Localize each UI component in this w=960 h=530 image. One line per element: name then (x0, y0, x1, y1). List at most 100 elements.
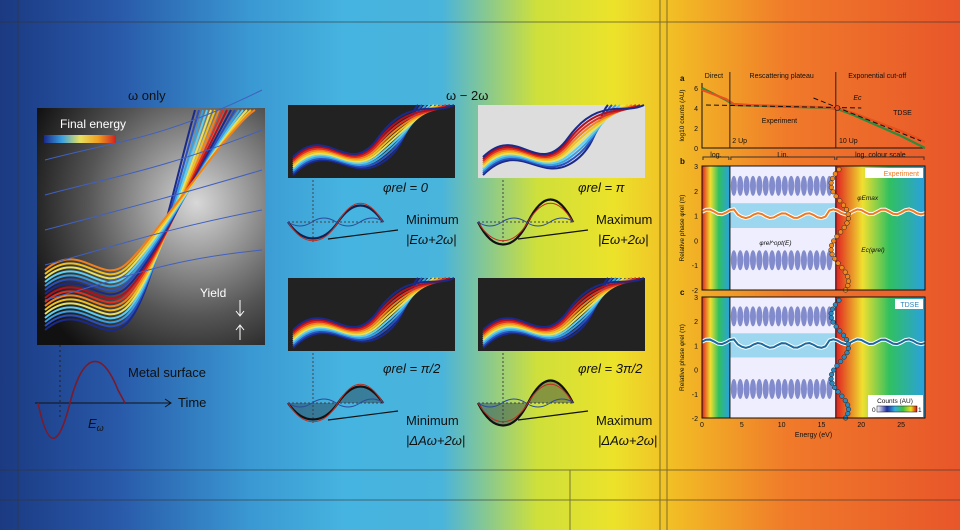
heatmap-blob (807, 306, 814, 327)
cutoff-marker (830, 319, 836, 325)
x-tick-label: 20 (857, 422, 865, 429)
omega-field-wave (477, 202, 574, 242)
cutoff-marker (836, 297, 842, 303)
two-omega-wave (287, 398, 385, 408)
phase-panel: φrel = π/2 Minimum |ΔAω+2ω| (287, 277, 465, 448)
heatmap-blob (730, 250, 737, 271)
colorbar-max: 1 (918, 407, 922, 414)
extreme-label: Maximum (596, 413, 652, 428)
y-tick-label: 3 (694, 164, 698, 171)
colorbar (876, 405, 918, 413)
optimal-phase-line (701, 338, 926, 349)
x-axis-label: Energy (eV) (795, 432, 832, 439)
phase-panels: φrel = 0 Minimum |Eω+2ω| φrel = π Maximum |Eω… (287, 104, 657, 448)
cutoff-marker (833, 323, 839, 330)
trajectory-line (482, 277, 637, 335)
cutoff-marker (840, 332, 847, 338)
field-wave (37, 360, 126, 439)
heatmap-log-region (702, 297, 730, 418)
cutoff-marker (828, 180, 834, 186)
left-title: ω only (128, 88, 166, 103)
y-tick-label: -1 (692, 263, 698, 270)
cutoff-fit (813, 97, 922, 142)
trajectory-line (482, 104, 641, 160)
cutoff-marker (845, 406, 852, 412)
y-tick-label: 6 (694, 86, 698, 93)
annotation: TDSE (893, 110, 912, 117)
metal-surface-label: Metal surface (128, 365, 206, 380)
trajectory-line (482, 104, 637, 162)
cutoff-marker (843, 337, 850, 343)
heatmap-blob (813, 175, 820, 196)
heatmap-blob (749, 250, 756, 271)
heatmap-blob (781, 250, 788, 271)
cutoff-marker (828, 247, 834, 253)
cutoff-marker (833, 193, 839, 199)
x-tick-label: 0 (700, 422, 704, 429)
cutoff-marker (835, 260, 841, 266)
heatmap-blob (749, 175, 756, 196)
cutoff-marker (845, 345, 851, 351)
heatmap-blob (769, 250, 776, 271)
plot-frame (701, 165, 926, 291)
time-axis (35, 398, 172, 408)
annotation: Ec(φrel) (861, 247, 884, 254)
trajectory-line (44, 109, 196, 332)
cutoff-marker (835, 389, 841, 395)
trajectory-line (44, 109, 200, 328)
two-omega-wave (287, 217, 385, 227)
cutoff-marker (837, 328, 843, 334)
trajectory-line (44, 129, 263, 196)
region-marker: 10 Up (839, 138, 858, 145)
two-omega-wave (477, 217, 575, 227)
heatmap-blob (820, 250, 827, 271)
phase-label: φrel = π (578, 180, 625, 195)
trajectory-line (292, 277, 447, 335)
y-tick-label: 0 (694, 368, 698, 375)
heatmap-blob (788, 250, 795, 271)
scale-label: log. (710, 152, 721, 159)
phase-panel: φrel = π Maximum |Eω+2ω| (477, 104, 652, 247)
heatmap-blob (737, 306, 744, 327)
optimal-phase-line (701, 208, 926, 220)
panel-letter: a (680, 74, 685, 83)
heatmap-blob (762, 250, 769, 271)
y-tick-label: -2 (692, 416, 698, 423)
y-axis-label: log10 counts (AU) (679, 89, 686, 141)
heatmap-log-region (835, 166, 925, 290)
quantity-label: |ΔAω+2ω| (406, 433, 465, 448)
chart-panel-b: b -2 -1 0 1 2 3 Relative phase φrel (π) Experime… (679, 157, 926, 295)
axes (701, 83, 925, 149)
heatmap-blob (762, 306, 769, 327)
heatmap-blob (737, 250, 744, 271)
y-tick-label: 2 (694, 126, 698, 133)
cutoff-marker (843, 207, 850, 213)
annotation: φrel^opt(E) (759, 240, 791, 247)
phase-label: φrel = π/2 (383, 361, 441, 376)
heatmap-blob (813, 250, 820, 271)
cutoff-marker (829, 251, 835, 257)
cutoff-marker (829, 242, 835, 248)
dataset-badge (865, 168, 923, 178)
heatmap-blob (781, 175, 788, 196)
y-tick-label: 1 (694, 343, 698, 350)
heatmap-blob (820, 175, 827, 196)
cutoff-marker (845, 216, 851, 222)
cutoff-marker (839, 265, 845, 271)
extreme-label: Minimum (406, 212, 459, 227)
cutoff-marker (845, 274, 851, 280)
trajectory-line (482, 277, 641, 333)
heatmap-blob (794, 250, 801, 271)
cutoff-marker (842, 269, 848, 275)
cutoff-marker (832, 256, 838, 262)
trajectory-line (482, 104, 645, 158)
y-tick-label: 2 (694, 319, 698, 326)
svg-text:Eω: Eω (88, 416, 104, 433)
heatmap-blob (756, 306, 763, 327)
colorbar-title: Counts (AU) (877, 398, 913, 405)
heatmap-blob (749, 378, 756, 399)
arrow-icon (517, 229, 589, 240)
phase-label: φrel = 3π/2 (578, 361, 643, 376)
heatmap-blob (794, 175, 801, 196)
